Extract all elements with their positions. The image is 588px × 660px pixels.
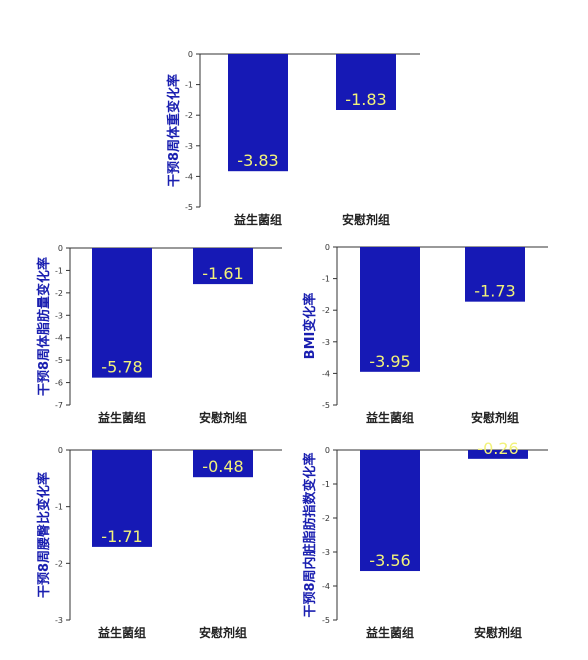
data-label: -0.48	[202, 457, 243, 476]
category-label: 益生菌组	[366, 625, 414, 640]
y-tick-label: -1	[55, 503, 63, 512]
data-label: -3.56	[369, 551, 410, 570]
bar-1	[360, 450, 420, 572]
y-tick-label: -5	[322, 616, 330, 625]
chart-panel-3: 0 -1 -2 -3 -4 -5 -3.95 益生菌组 -1.73 安慰剂组 BMI变化率	[302, 243, 548, 425]
y-tick-label: -6	[55, 379, 63, 388]
y-tick-label: -3	[55, 616, 63, 625]
bar-2	[336, 54, 396, 110]
y-tick-label: -7	[55, 401, 63, 410]
data-label: -1.71	[101, 527, 142, 546]
y-tick-label: -1	[322, 480, 330, 489]
y-tick-label: -4	[322, 582, 330, 591]
category-label: 安慰剂组	[199, 625, 247, 640]
y-axis-title: 干预8周体重变化率	[166, 74, 182, 187]
bar-1	[92, 248, 152, 378]
y-tick-label: -2	[55, 289, 63, 298]
y-tick-label: -5	[55, 356, 63, 365]
category-label: 安慰剂组	[474, 625, 522, 640]
data-label: -3.95	[369, 352, 410, 371]
category-label: 益生菌组	[234, 212, 282, 227]
y-tick-label: -3	[322, 548, 330, 557]
y-tick-label: 0	[325, 243, 330, 252]
data-label: -1.83	[345, 90, 386, 109]
chart-panel-2: 0 -1 -2 -3 -4 -5 -6 -7 -5.78 益生菌组 -1.61 安慰剂组 干预8周体脂肪…	[36, 244, 282, 425]
y-tick-label: -2	[55, 559, 63, 568]
y-tick-label: -4	[322, 369, 330, 378]
data-label: -3.83	[237, 151, 278, 170]
y-tick-label: -3	[185, 142, 193, 151]
y-tick-label: -1	[185, 81, 193, 90]
y-tick-label: -5	[185, 203, 193, 212]
bar-1	[92, 450, 152, 547]
data-label: -1.61	[202, 264, 243, 283]
y-tick-label: -1	[322, 275, 330, 284]
bar-1	[228, 54, 288, 172]
bar-2	[193, 450, 253, 478]
y-tick-label: -4	[185, 172, 193, 181]
data-label: -5.78	[101, 358, 142, 377]
y-tick-label: -5	[322, 401, 330, 410]
category-label: 安慰剂组	[471, 410, 519, 425]
y-axis-title: BMI变化率	[302, 293, 318, 360]
chart-panel-4: 0 -1 -2 -3 -1.71 益生菌组 -0.48 安慰剂组 干预8周腰臀比变化率	[36, 446, 282, 640]
category-label: 益生菌组	[98, 625, 146, 640]
y-tick-label: -4	[55, 334, 63, 343]
y-tick-label: -2	[322, 306, 330, 315]
y-tick-label: -2	[185, 111, 193, 120]
y-tick-label: 0	[58, 446, 63, 455]
y-tick-label: 0	[188, 50, 193, 59]
data-label: -1.73	[474, 282, 515, 301]
chart-panel-5: 0 -1 -2 -3 -4 -5 -3.56 益生菌组 -0.26 安慰剂组 干预8周内脏脂肪指数变…	[302, 439, 548, 640]
y-tick-label: 0	[325, 446, 330, 455]
y-tick-label: -1	[55, 266, 63, 275]
category-label: 安慰剂组	[199, 410, 247, 425]
y-tick-label: -3	[322, 338, 330, 347]
category-label: 益生菌组	[366, 410, 414, 425]
y-tick-label: -3	[55, 311, 63, 320]
category-label: 益生菌组	[98, 410, 146, 425]
bar-1	[360, 247, 420, 372]
bar-2	[468, 450, 528, 459]
chart-panel-1: 0 -1 -2 -3 -4 -5 -3.83 益生菌组 -1.83 安慰剂组 干预8周体重变化率	[166, 50, 420, 227]
bar-2	[465, 247, 525, 302]
y-tick-label: -2	[322, 514, 330, 523]
y-axis-title: 干预8周内脏脂肪指数变化率	[302, 452, 318, 617]
y-axis-title: 干预8周体脂肪量变化率	[36, 257, 52, 396]
y-axis-title: 干预8周腰臀比变化率	[36, 472, 52, 598]
data-label: -0.26	[477, 439, 518, 458]
y-tick-label: 0	[58, 244, 63, 253]
category-label: 安慰剂组	[342, 212, 390, 227]
bar-2	[193, 248, 253, 285]
